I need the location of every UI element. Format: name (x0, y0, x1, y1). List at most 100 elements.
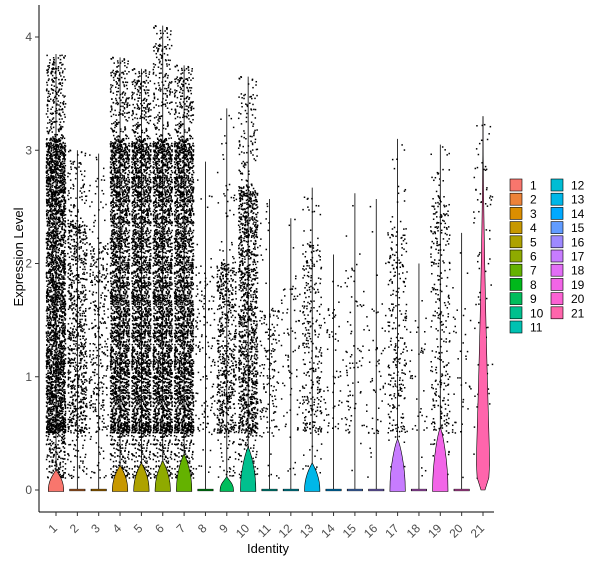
points-7 (173, 64, 195, 479)
y-tick-label-3: 3 (25, 143, 32, 157)
legend-label-9: 9 (530, 292, 537, 306)
violin-group-20 (453, 232, 470, 492)
legend-label-5: 5 (530, 235, 537, 249)
violin-group-4 (112, 57, 129, 492)
x-tick-label-6: 6 (152, 521, 167, 536)
axes-layer (38, 5, 494, 513)
legend-item-10: 10 (509, 305, 544, 320)
violin-10 (240, 446, 257, 492)
legend-item-8: 8 (509, 277, 537, 292)
x-tick-label-9: 9 (216, 521, 231, 536)
violin-group-16 (368, 198, 385, 492)
points-15 (344, 204, 365, 472)
x-tick-label-14: 14 (318, 521, 338, 541)
violin-11 (261, 488, 278, 492)
violin-14 (325, 488, 342, 492)
violin-6 (154, 459, 171, 492)
legend-item-3: 3 (509, 206, 537, 221)
legend-key-19 (550, 278, 564, 291)
violin-8 (197, 488, 214, 492)
legend-item-19: 19 (550, 277, 585, 292)
legend-key-21 (550, 306, 564, 320)
violin-group-1 (48, 53, 64, 492)
legend-label-4: 4 (530, 221, 537, 235)
legend-key-12 (550, 178, 564, 192)
points-layer (45, 25, 494, 480)
x-tick-label-11: 11 (255, 521, 274, 540)
y-tick-label-4: 4 (25, 30, 32, 44)
legend-item-12: 12 (550, 178, 585, 193)
legend-label-7: 7 (530, 264, 537, 278)
x-tick-label-2: 2 (67, 521, 82, 536)
legend-label-21: 21 (571, 306, 585, 320)
x-tick-label-8: 8 (195, 521, 210, 536)
legend-key-16 (550, 235, 564, 249)
legend-key-5 (509, 235, 523, 249)
points-5 (131, 68, 152, 479)
violin-group-2 (69, 150, 86, 492)
points-18 (408, 300, 428, 477)
violin-19 (432, 427, 449, 492)
legend-item-2: 2 (509, 192, 537, 207)
violin-4 (112, 464, 129, 492)
x-tick-label-17: 17 (382, 521, 402, 541)
violin-21 (476, 116, 490, 491)
violin-7 (176, 453, 193, 492)
legend-key-13 (550, 192, 564, 206)
x-tick-label-21: 21 (468, 521, 488, 541)
violin-13 (304, 462, 321, 492)
violin-group-17 (389, 138, 406, 492)
violin-group-18 (410, 263, 427, 492)
points-2 (67, 149, 88, 479)
y-axis-title: Expression Level (11, 207, 26, 306)
violin-group-6 (154, 25, 171, 492)
legend-key-11 (509, 320, 523, 334)
violin-group-8 (197, 161, 214, 492)
violin-group-11 (261, 198, 278, 492)
y-tick-label-2: 2 (25, 257, 32, 271)
legend-label-2: 2 (530, 193, 537, 207)
legend-label-1: 1 (530, 179, 537, 193)
violin-group-19 (432, 144, 449, 492)
violin-17 (389, 438, 406, 492)
violin-2 (69, 488, 86, 492)
x-tick-label-3: 3 (88, 521, 103, 536)
violin-group-7 (176, 65, 193, 492)
legend-key-1 (509, 178, 523, 192)
violin-12 (282, 488, 299, 492)
violin-20 (453, 488, 470, 492)
legend-label-8: 8 (530, 278, 537, 292)
legend-key-3 (509, 207, 523, 220)
violin-16 (368, 488, 385, 492)
legend-key-14 (550, 207, 564, 220)
points-12 (280, 218, 301, 476)
points-19 (429, 146, 451, 476)
violin-group-13 (304, 187, 321, 492)
legend-label-13: 13 (571, 193, 585, 207)
legend-item-18: 18 (550, 263, 585, 278)
legend-label-15: 15 (571, 221, 585, 235)
legend-key-15 (550, 221, 564, 234)
legend-item-4: 4 (509, 220, 537, 235)
legend-item-20: 20 (550, 291, 585, 306)
x-tick-label-10: 10 (233, 521, 253, 541)
legend-label-16: 16 (571, 235, 585, 249)
legend-item-14: 14 (550, 206, 585, 221)
legend-item-1: 1 (509, 178, 537, 193)
x-tick-label-13: 13 (297, 521, 317, 541)
violin-1 (48, 468, 64, 492)
violin-5 (133, 462, 150, 492)
legend-label-10: 10 (530, 306, 544, 320)
violin-group-9 (219, 108, 234, 492)
legend-label-19: 19 (571, 278, 585, 292)
violin-group-21 (476, 116, 490, 491)
violin-9 (219, 475, 234, 492)
legend-label-6: 6 (530, 250, 537, 264)
legend-item-6: 6 (509, 249, 537, 264)
x-tick-label-5: 5 (131, 521, 146, 536)
violin-group-3 (90, 153, 107, 492)
points-6 (152, 25, 174, 479)
y-tick-label-1: 1 (25, 370, 32, 384)
violin-group-14 (325, 254, 342, 492)
